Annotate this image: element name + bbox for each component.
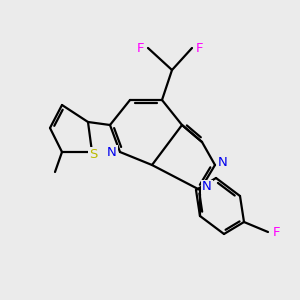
Text: F: F <box>196 41 203 55</box>
Text: F: F <box>273 226 280 238</box>
Text: F: F <box>136 41 144 55</box>
Text: N: N <box>202 181 212 194</box>
Text: S: S <box>89 148 97 160</box>
Text: N: N <box>218 155 228 169</box>
Text: N: N <box>107 146 117 158</box>
